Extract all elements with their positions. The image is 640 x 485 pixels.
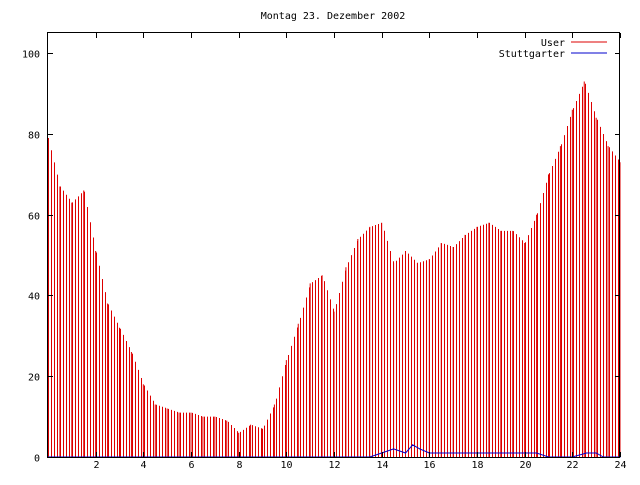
y-tick-label: 40 xyxy=(28,292,40,303)
x-tick-label: 22 xyxy=(566,460,578,471)
plot-frame xyxy=(47,32,620,458)
y-tick-label: 20 xyxy=(28,373,40,384)
stuttgarter-point xyxy=(392,448,395,450)
x-tick-label: 18 xyxy=(471,460,483,471)
chart-title: Montag 23. Dezember 2002 xyxy=(261,11,406,22)
y-axis: 0 20 40 60 80 100 xyxy=(22,50,620,465)
stuttgarter-point xyxy=(524,452,526,454)
x-tick-label: 2 xyxy=(93,460,99,471)
stuttgarter-point xyxy=(535,452,538,454)
y-tick-label: 60 xyxy=(28,212,40,223)
x-tick-label: 6 xyxy=(188,460,194,471)
x-tick-label: 16 xyxy=(423,460,435,471)
legend-label-user: User xyxy=(541,38,565,49)
x-tick-label: 10 xyxy=(280,460,292,471)
stuttgarter-point xyxy=(381,452,383,454)
plot-area xyxy=(47,81,621,458)
legend-label-stuttgarter: Stuttgarter xyxy=(499,49,565,60)
x-axis: 2 4 6 8 10 12 14 16 18 20 22 24 xyxy=(93,33,627,471)
stuttgarter-point xyxy=(586,452,588,454)
stuttgarter-point xyxy=(404,452,407,454)
stuttgarter-point xyxy=(412,444,414,446)
stuttgarter-point xyxy=(500,452,502,454)
stuttgarter-point xyxy=(595,452,597,454)
x-tick-label: 14 xyxy=(376,460,388,471)
legend: User Stuttgarter xyxy=(499,38,607,60)
x-tick-label: 8 xyxy=(236,460,242,471)
x-tick-label: 12 xyxy=(328,460,340,471)
y-tick-label: 0 xyxy=(34,454,40,465)
stuttgarter-point xyxy=(419,448,421,450)
x-tick-label: 24 xyxy=(614,460,626,471)
stuttgarter-point xyxy=(452,452,454,454)
y-tick-label: 100 xyxy=(22,50,40,61)
y-tick-label: 80 xyxy=(28,131,40,142)
x-tick-label: 4 xyxy=(140,460,146,471)
x-tick-label: 20 xyxy=(519,460,531,471)
series-user xyxy=(47,81,621,457)
